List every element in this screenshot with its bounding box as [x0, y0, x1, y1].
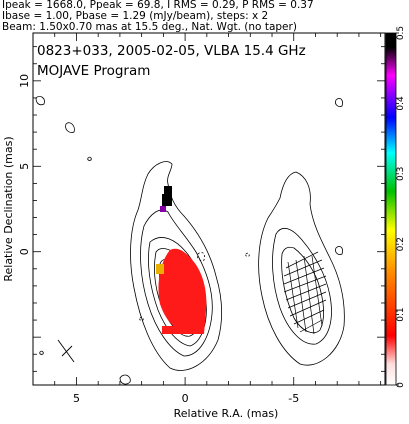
chart-subtitle: MOJAVE Program: [37, 63, 150, 79]
evpa-ticks: [283, 251, 327, 335]
polarization-contours: [258, 171, 345, 366]
contour-2: [140, 209, 213, 357]
y-tick-label: 5: [18, 163, 31, 170]
pol-black-1: [164, 186, 172, 198]
plot-frame: [32, 32, 386, 386]
pcontour-3: [281, 246, 324, 334]
x-tick-label: 0: [182, 392, 189, 405]
pol-red-core: [158, 248, 207, 334]
beam-marker: [57, 339, 75, 363]
y-tick-label: 10: [18, 74, 31, 88]
colorbar-tick-label: 0: [396, 382, 406, 388]
colorbar-ticks: 0 0.1 0.2 0.3 0.4 0.5: [396, 26, 406, 388]
colorbar-tick-label: 0.1: [396, 307, 406, 321]
pol-orange: [156, 264, 164, 274]
axis-ticks: 5 0 -5 0 5 10: [18, 33, 385, 405]
noise-contours: [35, 96, 343, 385]
header-line-3: Beam: 1.50x0.70 mas at 15.5 deg., Nat. W…: [2, 21, 297, 33]
colorbar-tick-label: 0.4: [396, 96, 406, 111]
pcontour-2: [272, 227, 332, 345]
y-tick-label: 0: [18, 248, 31, 255]
header-line-1: Ipeak = 1668.0, Ppeak = 69.8, I RMS = 0.…: [2, 0, 314, 11]
polarization-color: [156, 186, 207, 334]
contour-outer: [130, 161, 223, 371]
pcontour-outer: [258, 171, 345, 366]
pol-black-2: [162, 194, 172, 206]
x-axis-label: Relative R.A. (mas): [174, 407, 279, 420]
colorbar-tick-label: 0.2: [396, 237, 406, 251]
neg-contour-core: [197, 252, 205, 261]
image-content: [35, 96, 345, 385]
x-tick-label: -5: [288, 392, 299, 405]
colorbar-tick-label: 0.5: [396, 26, 406, 40]
chart-title: 0823+033, 2005-02-05, VLBA 15.4 GHz: [37, 43, 306, 59]
x-tick-label: 5: [73, 392, 80, 405]
colorbar-tick-label: 0.3: [396, 167, 406, 181]
header-line-2: Ibase = 1.00, Pbase = 1.29 (mJy/beam), s…: [2, 10, 268, 22]
colorbar: [385, 32, 397, 386]
pol-purple: [160, 206, 166, 212]
pol-red-bottom: [162, 326, 204, 334]
y-axis-label: Relative Declination (mas): [2, 136, 15, 281]
